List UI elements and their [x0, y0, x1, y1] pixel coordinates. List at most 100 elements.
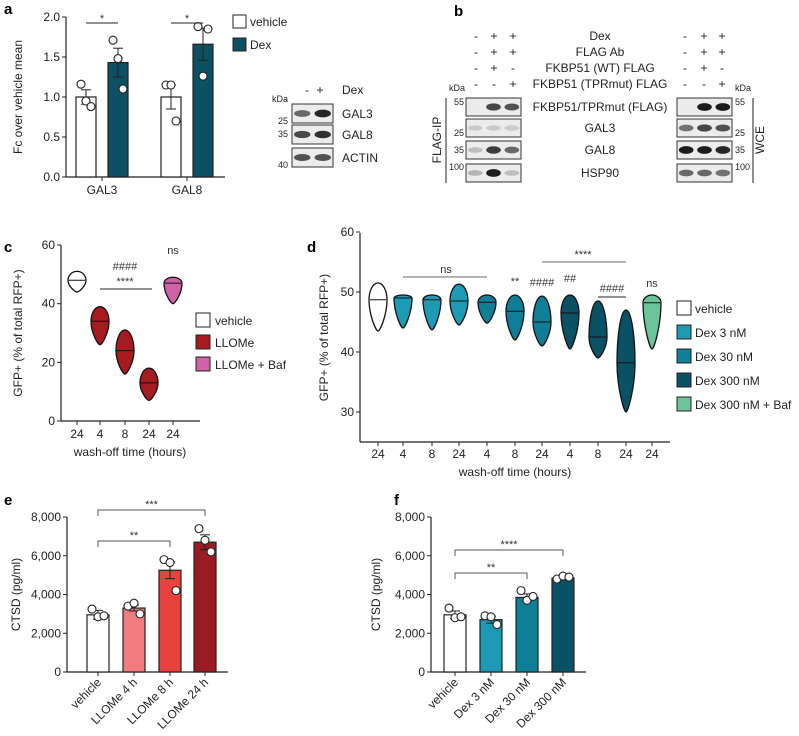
- data-point: [86, 102, 96, 112]
- legend-label: Dex 3 nM: [695, 326, 746, 340]
- blot-row-label: HSP90: [581, 166, 619, 180]
- kda-marker: 35: [735, 145, 745, 155]
- blot-band: [715, 124, 731, 132]
- data-point: [492, 619, 502, 630]
- blot-band: [678, 124, 694, 132]
- blot-gal3: [291, 103, 334, 124]
- significance-bracket: [97, 509, 206, 516]
- blot-row-label: GAL3: [585, 121, 616, 135]
- y-tick-label: 40: [341, 345, 355, 359]
- data-point: [135, 609, 145, 619]
- blot-band: [504, 125, 520, 131]
- blot-band: [467, 125, 483, 131]
- violin-dex-300-nm: [560, 294, 580, 350]
- legend-label: LLOMe + Baf: [215, 358, 287, 372]
- y-tick-label: 0: [48, 414, 55, 428]
- condition-label: FLAG Ab: [576, 45, 625, 59]
- panel-label-b: b: [454, 3, 463, 20]
- blot-band: [678, 169, 694, 177]
- bar: [515, 596, 539, 673]
- lane-sign: +: [490, 61, 497, 75]
- y-axis-label: GFP+ (% of total RFP+): [11, 269, 25, 396]
- significance-label: **: [130, 530, 139, 542]
- violin-llome-baf: [163, 276, 183, 305]
- blot-band: [697, 169, 712, 177]
- legend-label: Dex 30 nM: [695, 350, 753, 364]
- legend-swatch: [195, 312, 211, 328]
- lane-sign: -: [492, 77, 496, 91]
- violin-dex-30-nm: [532, 295, 552, 347]
- treatment-label: Dex: [342, 83, 363, 97]
- panel-label-e: e: [4, 492, 12, 509]
- legend-swatch: [676, 300, 692, 316]
- y-tick-label: 0: [54, 665, 61, 679]
- hash-label: ##: [564, 273, 577, 285]
- blot-band: [697, 146, 712, 154]
- blot-row-label: GAL8: [585, 143, 616, 157]
- panel-label-d: d: [307, 239, 316, 256]
- lane-sign: -: [474, 29, 478, 43]
- legend-label: vehicle: [695, 302, 733, 316]
- hash-label: ####: [600, 283, 625, 295]
- legend-swatch: [676, 396, 692, 412]
- violin-dex-3-nm: [422, 294, 442, 331]
- blot-band: [314, 153, 331, 162]
- blot-band: [486, 125, 501, 131]
- blot-row-label: GAL8: [342, 128, 373, 142]
- blot-band: [715, 146, 731, 154]
- blot-band: [504, 103, 520, 111]
- data-point: [113, 54, 123, 64]
- significance-label: ***: [145, 499, 159, 511]
- lane-sign: +: [490, 29, 497, 43]
- kda-marker: 40: [278, 160, 288, 170]
- kda-marker: 100: [449, 162, 464, 172]
- blot-row-label: ACTIN: [342, 151, 378, 165]
- y-tick-label: 0.0: [43, 170, 60, 184]
- lane-sign: +: [700, 61, 707, 75]
- bar: [86, 614, 110, 673]
- lane-sign: -: [702, 77, 706, 91]
- bar-dex: [192, 43, 214, 178]
- significance-label: **: [487, 562, 496, 574]
- x-tick-label: GAL8: [172, 183, 203, 197]
- data-point: [76, 79, 86, 89]
- y-tick-label: 50: [341, 285, 355, 299]
- blot-band: [314, 109, 331, 118]
- lane-sign: +: [700, 29, 707, 43]
- significance-label: ****: [116, 276, 134, 288]
- blot-band: [715, 103, 731, 111]
- significance-label: ****: [500, 539, 518, 551]
- lane-sign: -: [720, 61, 724, 75]
- blot-band: [294, 153, 311, 162]
- data-point: [99, 611, 109, 621]
- data-point: [456, 612, 466, 622]
- x-tick-label: 24: [452, 447, 466, 461]
- flag-ip-label: FLAG-IP: [430, 117, 444, 164]
- data-point: [118, 84, 128, 94]
- x-tick-label: 24: [645, 447, 659, 461]
- data-point: [486, 612, 496, 622]
- y-tick-label: 0.5: [43, 130, 60, 144]
- kda-marker: 55: [735, 97, 745, 107]
- data-point: [203, 24, 213, 34]
- blot-row-label: FKBP51/TPRmut (FLAG): [533, 100, 668, 114]
- y-tick-label: 4,000: [395, 588, 425, 602]
- kda-label: kDa: [272, 94, 288, 104]
- x-tick-label: 8: [512, 447, 519, 461]
- violin-llome: [139, 367, 159, 402]
- lane-sign: +: [490, 45, 497, 59]
- data-point: [129, 598, 139, 608]
- x-tick-label: 24: [535, 447, 549, 461]
- lane-sign: -: [683, 77, 687, 91]
- legend-label: vehicle: [215, 314, 253, 328]
- blot-actin: [291, 147, 334, 168]
- significance-bracket: [97, 540, 171, 547]
- x-tick-label: 24: [166, 427, 180, 441]
- violin-dex-30-nm: [505, 294, 525, 341]
- data-point: [165, 557, 175, 568]
- y-tick-label: 0: [418, 665, 425, 679]
- x-tick-label: 24: [142, 427, 156, 441]
- bar-dex: [107, 61, 129, 178]
- legend-swatch-vehicle: [232, 14, 247, 29]
